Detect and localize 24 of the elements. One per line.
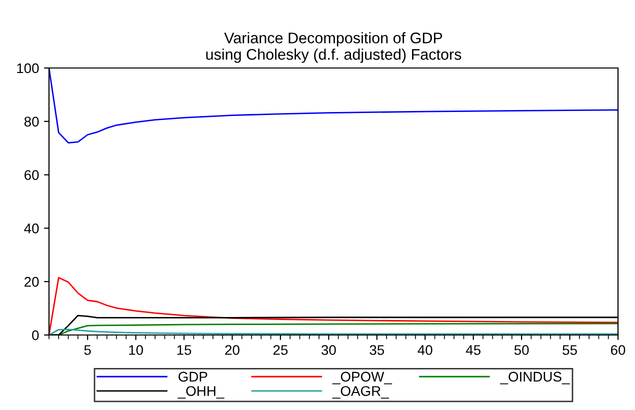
x-tick-label: 50: [514, 345, 529, 355]
x-tick-label: 20: [225, 345, 240, 355]
legend-label: GDP: [178, 372, 208, 382]
y-tick-label: 60: [24, 170, 39, 180]
y-tick-label: 40: [24, 224, 39, 234]
x-tick-label: 30: [321, 345, 336, 355]
x-tick-label: 25: [273, 345, 288, 355]
y-tick-label: 100: [17, 63, 39, 74]
legend-label: _OAGR_: [332, 386, 389, 399]
x-tick-label: 5: [84, 345, 91, 355]
x-tick-label: 55: [562, 345, 577, 355]
x-tick-label: 35: [370, 345, 384, 355]
x-tick-label: 40: [418, 345, 432, 355]
y-tick-label: 20: [24, 276, 39, 287]
y-tick-label: 0: [32, 330, 39, 340]
x-tick-label: 45: [466, 345, 480, 355]
y-tick-label: 80: [24, 116, 39, 127]
legend-label: _OHH_: [178, 386, 224, 399]
x-tick-label: 10: [129, 345, 143, 355]
legend-label: _OPOW_: [332, 372, 392, 384]
chart-title: Variance Decomposition of GDP using Cholesky (d.f. adjusted) Factors: [206, 32, 462, 63]
x-tick-label: 15: [177, 345, 192, 355]
legend-label: _OINDUS_: [500, 372, 570, 384]
x-tick-label: 60: [610, 345, 626, 355]
